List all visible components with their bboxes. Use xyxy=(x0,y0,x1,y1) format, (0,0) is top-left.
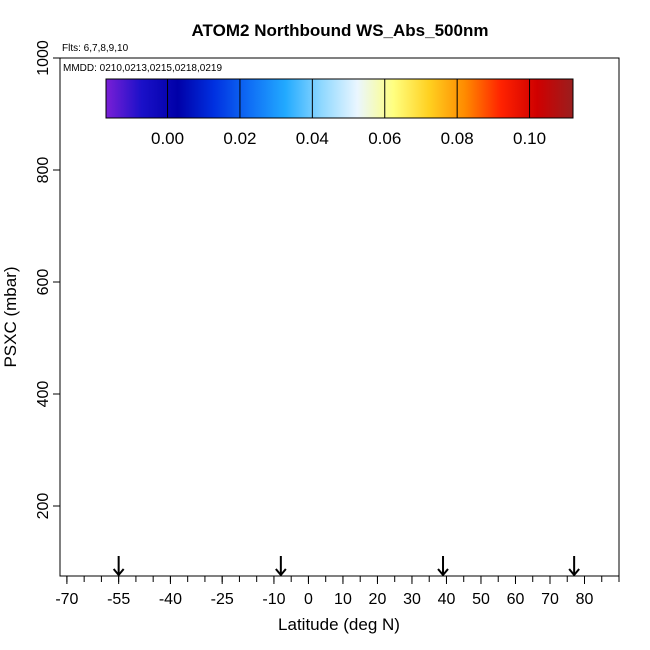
x-tick-label: 40 xyxy=(438,591,456,608)
measurement-point xyxy=(420,67,425,72)
measurement-point xyxy=(375,495,380,500)
measurement-point xyxy=(579,425,584,430)
x-tick-label: 50 xyxy=(472,591,490,608)
measurement-point xyxy=(75,456,80,461)
chart-title: ATOM2 Northbound WS_Abs_500nm xyxy=(192,21,489,40)
x-tick-label: 60 xyxy=(507,591,525,608)
measurement-point xyxy=(551,459,556,464)
measurement-point xyxy=(127,302,132,307)
profile-arrows xyxy=(112,556,580,577)
profile-arrow xyxy=(112,556,125,577)
y-tick-label: 600 xyxy=(35,269,52,296)
measurement-point xyxy=(233,495,238,500)
measurement-point xyxy=(347,459,352,464)
measurement-point xyxy=(441,169,446,174)
measurement-point xyxy=(271,478,276,483)
measurement-point xyxy=(340,475,345,480)
measurement-point xyxy=(347,431,352,436)
measurement-point xyxy=(472,148,477,153)
colorbar-gradient-bar xyxy=(105,78,574,119)
colorbar-ticks: 0.00 0.02 0.04 0.06 0.08 0.10 xyxy=(151,79,546,148)
colorbar-tick-label: 0.06 xyxy=(368,129,401,148)
measurement-point xyxy=(541,341,546,346)
measurement-point xyxy=(99,445,104,450)
y-tick-label: 800 xyxy=(35,157,52,184)
measurement-point xyxy=(503,422,508,427)
measurement-point xyxy=(396,162,401,167)
plot-frame xyxy=(59,57,620,577)
x-tick-label: -25 xyxy=(211,591,234,608)
x-axis-label: Latitude (deg N) xyxy=(278,615,400,634)
colorbar-tick-label: 0.00 xyxy=(151,129,184,148)
colorbar-tick-label: 0.02 xyxy=(223,129,256,148)
x-tick-label: 70 xyxy=(541,591,559,608)
measurement-points xyxy=(75,67,584,503)
x-tick-label: 80 xyxy=(576,591,594,608)
profile-arrow xyxy=(437,556,449,577)
measurement-point xyxy=(220,447,225,452)
measurement-point xyxy=(133,414,138,419)
measurement-point xyxy=(527,422,532,427)
y-axis: 200 400 600 800 1000 xyxy=(35,40,60,519)
measurement-point xyxy=(561,134,566,139)
measurement-point xyxy=(513,422,518,427)
x-tick-label: -10 xyxy=(262,591,285,608)
measurement-point xyxy=(541,268,546,273)
measurement-point xyxy=(403,70,408,75)
measurement-point xyxy=(202,478,207,483)
measurement-point xyxy=(420,492,425,497)
y-tick-label: 1000 xyxy=(35,40,52,76)
measurement-point xyxy=(161,153,166,158)
y-tick-label: 400 xyxy=(35,381,52,408)
measurement-point xyxy=(537,422,542,427)
measurement-point xyxy=(313,456,318,461)
measurement-point xyxy=(561,464,566,469)
x-tick-label: -55 xyxy=(107,591,130,608)
measurement-point xyxy=(196,481,201,486)
measurement-point xyxy=(485,187,490,192)
measurement-point xyxy=(258,489,263,494)
measurement-point xyxy=(458,422,463,427)
colorbar-tick-label: 0.04 xyxy=(296,129,329,148)
x-axis: -70 -55 -40 -25 -10 0 10 20 30 40 50 60 70 80 xyxy=(55,576,620,608)
x-tick-label: 10 xyxy=(334,591,352,608)
x-tick-label: 30 xyxy=(403,591,421,608)
measurement-point xyxy=(513,207,518,212)
x-tick-label: 0 xyxy=(304,591,313,608)
profile-arrow xyxy=(275,556,287,577)
flights-subtitle: Flts: 6,7,8,9,10 xyxy=(62,43,129,54)
colorbar-tick-label: 0.08 xyxy=(441,129,474,148)
x-tick-label: -40 xyxy=(159,591,182,608)
profile-arrow xyxy=(568,556,580,577)
x-tick-label: 20 xyxy=(369,591,387,608)
measurement-point xyxy=(496,394,501,399)
x-tick-label: -70 xyxy=(55,591,78,608)
y-tick-label: 200 xyxy=(35,493,52,520)
dates-subtitle: MMDD: 0210,0213,0215,0218,0219 xyxy=(63,63,222,74)
measurement-point xyxy=(558,421,563,426)
measurement-point xyxy=(106,498,111,503)
colorbar-tick-label: 0.10 xyxy=(513,129,546,148)
measurement-point xyxy=(561,293,566,298)
colorbar: 0.00 0.02 0.04 0.06 0.08 0.10 xyxy=(105,78,574,148)
y-axis-label: PSXC (mbar) xyxy=(1,266,20,367)
measurement-point xyxy=(423,459,428,464)
